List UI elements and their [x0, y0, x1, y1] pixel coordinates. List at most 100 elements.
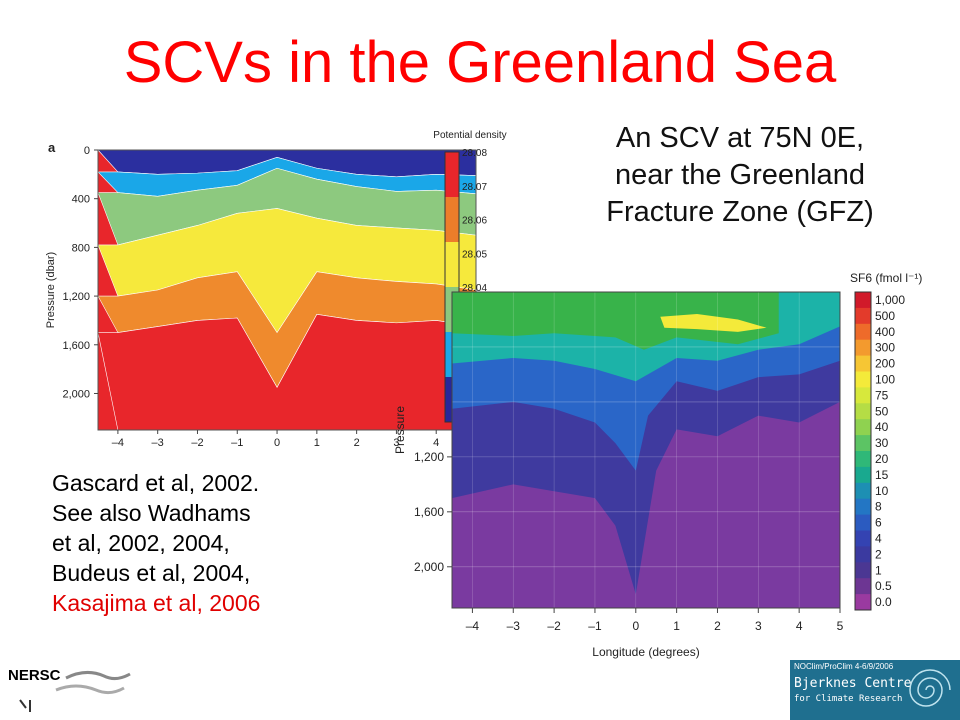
colorbar-label: 6 [875, 516, 882, 530]
panel-label: a [48, 140, 56, 155]
colorbar-label: 30 [875, 436, 889, 450]
colorbar-swatch [855, 546, 871, 563]
caption-line: Fracture Zone (GFZ) [606, 196, 874, 228]
caption-line: near the Greenland [615, 159, 865, 191]
y-tick-label: 2,000 [62, 388, 90, 400]
y-axis-label: Pressure (dbar) [45, 252, 57, 328]
x-tick-label: –1 [231, 437, 243, 449]
colorbar-label: 15 [875, 468, 889, 482]
colorbar-label: 300 [875, 341, 895, 355]
sf6-region-max [660, 313, 767, 332]
colorbar-swatch [855, 451, 871, 468]
density-section-chart: a–4–3–2–101234504008001,2001,6002,000Pre… [45, 130, 507, 449]
colorbar-label: 500 [875, 309, 895, 323]
reference-line: Budeus et al, 2004, [52, 560, 251, 586]
plot-frame [97, 149, 477, 431]
colorbar-swatch [855, 339, 871, 357]
references-list: Gascard et al, 2002. See also Wadhams et… [52, 468, 372, 618]
colorbar-label: 8 [875, 500, 882, 514]
colorbar-swatch [855, 530, 871, 547]
x-tick-label: 1 [314, 437, 320, 449]
colorbar-label: 400 [875, 325, 895, 339]
x-axis-label: Longitude (degrees) [592, 645, 699, 659]
colorbar-label: 0.0 [875, 595, 892, 609]
colorbar-swatch [855, 482, 871, 500]
nersc-logo: NERSC [8, 667, 131, 712]
colorbar-label: 1 [875, 563, 882, 577]
colorbar-frame [854, 291, 872, 611]
conference-label: NOClim/ProClim 4-6/9/2006 [794, 662, 894, 671]
reference-line: et al, 2002, 2004, [52, 530, 230, 556]
colorbar-label: 0.5 [875, 579, 892, 593]
colorbar-label: 28.05 [462, 249, 487, 260]
reference-line-highlight: Kasajima et al, 2006 [52, 590, 261, 616]
colorbar-label: 10 [875, 484, 889, 498]
colorbar-swatch [445, 197, 459, 243]
x-tick-label: 4 [433, 437, 439, 449]
y-tick-label: 1,600 [62, 340, 90, 352]
org-name: Bjerknes Centre [794, 676, 912, 691]
y-tick-label: 1,200 [62, 291, 90, 303]
spiral-icon [909, 669, 951, 707]
colorbar-swatch [855, 498, 871, 516]
colorbar-swatch [855, 292, 871, 309]
x-tick-label: 0 [632, 619, 639, 633]
scv-caption: An SCV at 75N 0E, near the Greenland Fra… [530, 120, 950, 231]
x-tick-label: 2 [714, 619, 721, 633]
x-tick-label: –3 [152, 437, 164, 449]
x-tick-label: –2 [191, 437, 203, 449]
y-tick-label: 1,200 [414, 450, 444, 464]
colorbar-swatch [855, 578, 871, 595]
colorbar-label: 28.06 [462, 216, 487, 227]
colorbar-swatch [855, 323, 871, 341]
colorbar-swatch [445, 152, 459, 198]
slide-title: SCVs in the Greenland Sea [123, 30, 837, 95]
org-subtitle: for Climate Research [794, 694, 903, 704]
colorbar-swatch [855, 514, 871, 531]
sf6-region-core [452, 292, 779, 350]
colorbar-label: 1,000 [875, 293, 905, 307]
y-axis-label: Pressure [393, 406, 407, 454]
x-tick-label: 1 [673, 619, 680, 633]
colorbar-swatch [855, 562, 871, 579]
colorbar-swatch [855, 466, 871, 484]
colorbar-swatch [855, 387, 871, 404]
colorbar-label: 100 [875, 372, 895, 386]
colorbar-label: 28.08 [462, 148, 487, 159]
y-tick-label: 800 [72, 242, 90, 254]
colorbar-label: 20 [875, 452, 889, 466]
bjerknes-centre-logo: NOClim/ProClim 4-6/9/2006 Bjerknes Centr… [790, 660, 960, 720]
x-tick-label: –4 [112, 437, 124, 449]
x-tick-label: –3 [507, 619, 521, 633]
x-tick-label: 0 [274, 437, 280, 449]
colorbar-label: 4 [875, 531, 882, 545]
colorbar-title: Potential density [433, 130, 506, 141]
x-tick-label: 2 [354, 437, 360, 449]
colorbar-label: 40 [875, 420, 889, 434]
x-tick-label: –1 [588, 619, 602, 633]
reference-line: Gascard et al, 2002. [52, 470, 260, 496]
y-tick-label: 400 [72, 194, 90, 206]
colorbar-swatch [855, 419, 871, 436]
colorbar-label: 28.04 [462, 283, 487, 294]
colorbar-swatch [855, 403, 871, 420]
caption-line: An SCV at 75N 0E, [615, 122, 865, 154]
x-tick-label: 5 [837, 619, 844, 633]
y-tick-label: 0 [84, 145, 90, 157]
x-tick-label: –4 [466, 619, 480, 633]
x-tick-label: 3 [755, 619, 762, 633]
colorbar-swatch [445, 242, 459, 288]
y-tick-label: 2,000 [414, 560, 444, 574]
colorbar-label: 50 [875, 404, 889, 418]
x-tick-label: 4 [796, 619, 803, 633]
colorbar-swatch [855, 435, 871, 452]
sf6-section-chart: –4 –3 –2 –1 0 1 2 3 4 5 1,200 1,600 2,000 Pressure Lon… [393, 271, 922, 659]
x-tick-label: –2 [547, 619, 561, 633]
colorbar-label: 28.07 [462, 182, 487, 193]
plot-frame [451, 291, 841, 609]
reference-line: See also Wadhams [52, 500, 251, 526]
colorbar-swatch [855, 355, 871, 372]
colorbar-swatch [855, 307, 871, 325]
y-tick-label: 1,600 [414, 505, 444, 519]
colorbar-swatch [855, 371, 871, 388]
